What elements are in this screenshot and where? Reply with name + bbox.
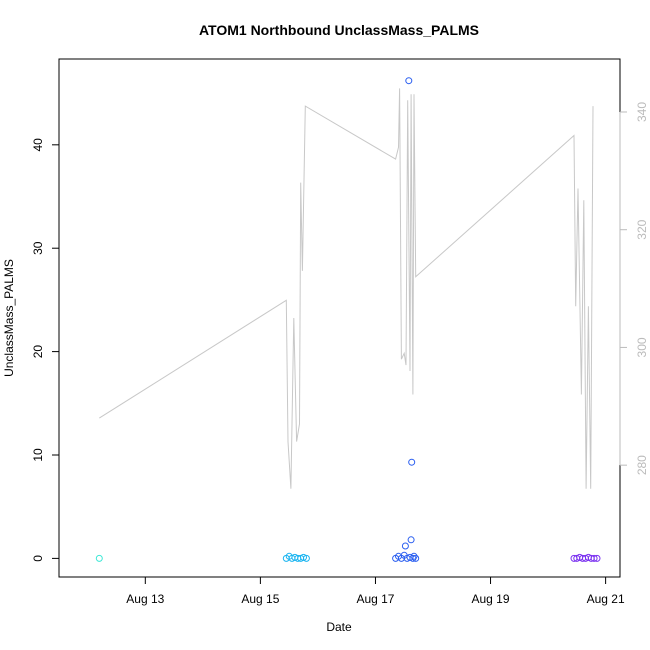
x-tick-label: Aug 17 <box>356 592 394 606</box>
data-point <box>401 542 409 550</box>
x-tick-label: Aug 13 <box>126 592 164 606</box>
data-point <box>408 458 416 466</box>
x-tick-label: Aug 19 <box>472 592 510 606</box>
y-axis-label: UnclassMass_PALMS <box>2 259 16 377</box>
chart-title: ATOM1 Northbound UnclassMass_PALMS <box>199 22 479 38</box>
y2-tick-label: 280 <box>635 455 649 475</box>
y-tick-label: 10 <box>31 448 45 462</box>
data-point <box>593 554 601 562</box>
points-layer <box>95 77 601 562</box>
y-tick-label: 0 <box>31 555 45 562</box>
data-point <box>300 553 307 561</box>
data-point <box>95 554 103 562</box>
data-point <box>407 536 415 544</box>
x-axis-label: Date <box>326 620 352 634</box>
y2-tick-label: 300 <box>635 337 649 357</box>
y-tick-label: 40 <box>31 138 45 152</box>
secondary-series-line <box>99 88 594 489</box>
secondary-line-layer <box>99 88 594 489</box>
x-tick-label: Aug 21 <box>587 592 625 606</box>
y2-tick-label: 320 <box>635 219 649 239</box>
x-tick-label: Aug 15 <box>241 592 279 606</box>
data-point <box>412 554 420 562</box>
y-tick-label: 30 <box>31 241 45 255</box>
data-point <box>405 77 413 85</box>
data-point <box>410 552 418 560</box>
axes-layer: Aug 13 Aug 15 Aug 17 Aug 19 Aug 21 0 10 20 30 40 2… <box>31 102 649 606</box>
data-point <box>590 554 598 562</box>
data-point <box>302 554 310 562</box>
y2-tick-label: 340 <box>635 102 649 122</box>
y-tick-label: 20 <box>31 345 45 359</box>
plot-frame <box>58 58 621 578</box>
